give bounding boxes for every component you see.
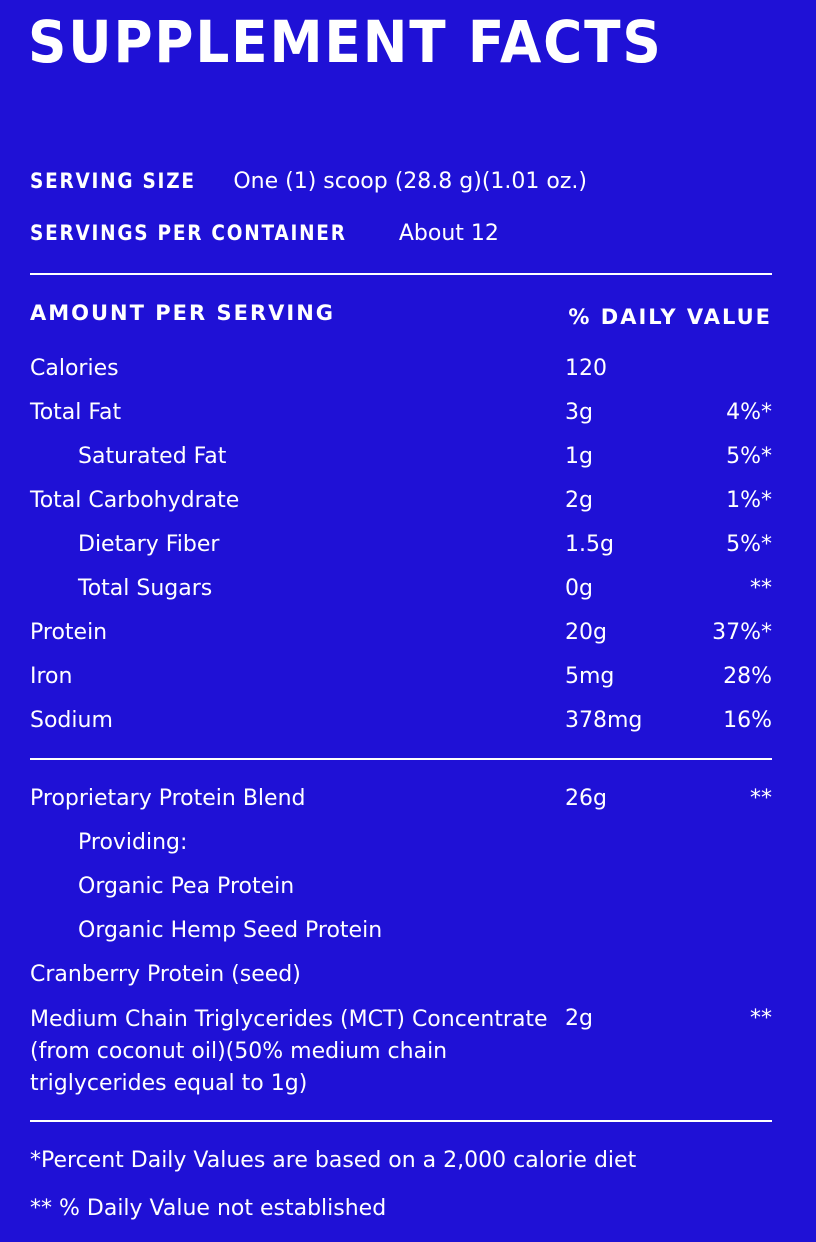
blend-row-organic-pea-protein: Organic Pea Protein bbox=[30, 872, 772, 916]
serving-size-label: SERVING SIZE bbox=[30, 169, 196, 193]
nutrient-name: Total Fat bbox=[30, 400, 122, 425]
nutrient-daily-value: 4%* bbox=[726, 400, 772, 425]
blend-row-proprietary-protein-blend: Proprietary Protein Blend 26g ** bbox=[30, 784, 772, 828]
ingredient-amount: 2g bbox=[565, 1006, 593, 1031]
nutrient-name: Calories bbox=[30, 356, 119, 381]
blend-row-mct-concentrate: Medium Chain Triglycerides (MCT) Concent… bbox=[30, 1004, 772, 1100]
blend-row-providing: Providing: bbox=[30, 828, 772, 872]
nutrient-daily-value: ** bbox=[750, 576, 772, 601]
nutrient-amount: 378mg bbox=[565, 708, 643, 733]
blend-row-cranberry-protein: Cranberry Protein (seed) bbox=[30, 960, 772, 1004]
divider bbox=[30, 1120, 772, 1122]
nutrient-row-saturated-fat: Saturated Fat 1g 5%* bbox=[30, 442, 772, 486]
divider bbox=[30, 273, 772, 275]
ingredient-name: Providing: bbox=[78, 830, 188, 855]
nutrient-daily-value: 16% bbox=[723, 708, 772, 733]
nutrient-amount: 5mg bbox=[565, 664, 615, 689]
servings-per-container-value: About 12 bbox=[398, 221, 499, 246]
servings-per-container-label: SERVINGS PER CONTAINER bbox=[30, 221, 347, 245]
ingredient-daily-value: ** bbox=[750, 1006, 772, 1031]
nutrient-daily-value: 28% bbox=[723, 664, 772, 689]
nutrient-amount: 1g bbox=[565, 444, 593, 469]
nutrient-row-calories: Calories 120 bbox=[30, 354, 772, 398]
nutrient-row-total-fat: Total Fat 3g 4%* bbox=[30, 398, 772, 442]
nutrient-name: Total Carbohydrate bbox=[30, 488, 240, 513]
nutrient-name: Protein bbox=[30, 620, 108, 645]
divider bbox=[30, 758, 772, 760]
nutrient-amount: 0g bbox=[565, 576, 593, 601]
nutrient-amount: 3g bbox=[565, 400, 593, 425]
nutrient-row-iron: Iron 5mg 28% bbox=[30, 662, 772, 706]
nutrient-row-dietary-fiber: Dietary Fiber 1.5g 5%* bbox=[30, 530, 772, 574]
ingredient-name: Medium Chain Triglycerides (MCT) Concent… bbox=[30, 1007, 548, 1096]
footnote-not-established: ** % Daily Value not established bbox=[30, 1196, 387, 1221]
nutrient-row-protein: Protein 20g 37%* bbox=[30, 618, 772, 662]
ingredient-name: Cranberry Protein (seed) bbox=[30, 962, 301, 987]
nutrient-row-total-sugars: Total Sugars 0g ** bbox=[30, 574, 772, 618]
nutrient-amount: 120 bbox=[565, 356, 607, 381]
nutrient-amount: 20g bbox=[565, 620, 607, 645]
nutrient-amount: 2g bbox=[565, 488, 593, 513]
nutrient-daily-value: 5%* bbox=[726, 444, 772, 469]
nutrient-row-total-carbohydrate: Total Carbohydrate 2g 1%* bbox=[30, 486, 772, 530]
ingredient-name: Proprietary Protein Blend bbox=[30, 786, 306, 811]
nutrient-daily-value: 37%* bbox=[712, 620, 772, 645]
nutrient-name: Sodium bbox=[30, 708, 113, 733]
footnote-daily-values: *Percent Daily Values are based on a 2,0… bbox=[30, 1148, 637, 1173]
ingredient-daily-value: ** bbox=[750, 786, 772, 811]
nutrient-amount: 1.5g bbox=[565, 532, 614, 557]
serving-size-line: SERVING SIZE One (1) scoop (28.8 g)(1.01… bbox=[30, 166, 587, 197]
amount-per-serving-header: AMOUNT PER SERVING bbox=[30, 301, 336, 325]
ingredient-amount: 26g bbox=[565, 786, 607, 811]
daily-value-header: % DAILY VALUE bbox=[568, 305, 772, 329]
nutrient-name: Dietary Fiber bbox=[78, 532, 220, 557]
nutrient-name: Saturated Fat bbox=[78, 444, 227, 469]
blend-row-organic-hemp-seed-protein: Organic Hemp Seed Protein bbox=[30, 916, 772, 960]
nutrient-name: Total Sugars bbox=[78, 576, 213, 601]
ingredient-name: Organic Pea Protein bbox=[78, 874, 295, 899]
servings-per-container-line: SERVINGS PER CONTAINER About 12 bbox=[30, 218, 499, 249]
nutrient-row-sodium: Sodium 378mg 16% bbox=[30, 706, 772, 750]
nutrient-name: Iron bbox=[30, 664, 73, 689]
ingredient-name: Organic Hemp Seed Protein bbox=[78, 918, 383, 943]
nutrient-daily-value: 5%* bbox=[726, 532, 772, 557]
nutrient-daily-value: 1%* bbox=[726, 488, 772, 513]
serving-size-value: One (1) scoop (28.8 g)(1.01 oz.) bbox=[233, 169, 587, 194]
panel-title: SUPPLEMENT FACTS bbox=[28, 8, 663, 76]
